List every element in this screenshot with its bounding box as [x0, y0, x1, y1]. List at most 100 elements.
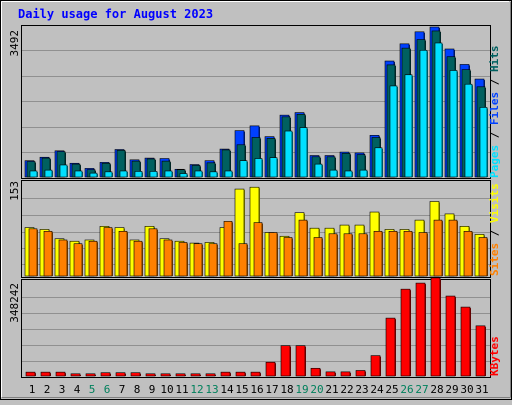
- x-tick-label-24: 24: [370, 383, 384, 396]
- bar-pages-day-12: [194, 170, 203, 178]
- bar-sites-day-23: [358, 233, 368, 277]
- panel-3-ymax-label: 348242: [8, 283, 21, 323]
- x-tick-label-4: 4: [74, 383, 81, 396]
- bar-kbytes-day-22: [340, 371, 351, 377]
- bar-kbytes-day-5: [85, 373, 96, 377]
- legend-sep-1: /: [488, 131, 501, 138]
- bar-sites-day-9: [148, 228, 158, 277]
- x-tick-label-26: 26: [400, 383, 413, 396]
- bar-sites-day-16: [253, 222, 263, 277]
- bar-sites-day-25: [388, 230, 398, 277]
- x-tick-label-19: 19: [295, 383, 308, 396]
- bar-sites-day-4: [73, 243, 83, 277]
- bar-sites-day-28: [433, 219, 443, 277]
- bar-pages-day-16: [254, 158, 263, 178]
- bar-pages-day-27: [419, 49, 428, 178]
- bar-kbytes-day-7: [115, 372, 126, 377]
- bar-sites-day-21: [328, 233, 338, 277]
- bar-sites-day-1: [28, 228, 38, 277]
- bar-pages-day-24: [374, 147, 383, 178]
- x-tick-label-6: 6: [104, 383, 111, 396]
- bar-sites-day-15: [238, 243, 248, 277]
- bar-kbytes-day-8: [130, 372, 141, 377]
- x-tick-labels: 1 2 3 4 5 6 7 8 9 10 11 12 13 14 15 16 17 18 19 20 21 22 23 24 2…: [29, 383, 489, 396]
- bar-kbytes-day-2: [40, 371, 51, 377]
- bar-pages-day-22: [344, 170, 353, 178]
- bar-sites-day-24: [373, 230, 383, 277]
- bar-pages-day-30: [464, 83, 473, 178]
- bar-sites-day-29: [448, 219, 458, 277]
- bar-kbytes-day-15: [235, 371, 246, 377]
- bar-kbytes-day-28: [430, 277, 441, 377]
- bar-pages-day-31: [479, 107, 488, 178]
- x-tick-label-15: 15: [235, 383, 248, 396]
- bar-pages-day-5: [89, 172, 98, 178]
- bar-pages-day-23: [359, 169, 368, 178]
- bar-kbytes-day-21: [325, 371, 336, 377]
- bar-kbytes-day-13: [205, 373, 216, 377]
- bar-kbytes-day-30: [460, 306, 471, 377]
- legend-sites: Sites: [488, 243, 501, 276]
- x-tick-label-3: 3: [59, 383, 66, 396]
- bar-pages-day-26: [404, 74, 413, 178]
- bar-kbytes-day-1: [25, 371, 36, 377]
- bar-kbytes-day-18: [280, 345, 291, 377]
- bar-kbytes-day-6: [100, 372, 111, 377]
- legend-panel-2: Sites / Visits: [488, 183, 501, 276]
- legend-kbytes: KBytes: [488, 336, 501, 376]
- x-tick-label-23: 23: [355, 383, 368, 396]
- bar-sites-day-14: [223, 221, 233, 277]
- bar-kbytes-day-19: [295, 345, 306, 377]
- x-tick-label-13: 13: [205, 383, 218, 396]
- x-tick-label-27: 27: [415, 383, 428, 396]
- x-tick-label-25: 25: [385, 383, 398, 396]
- bar-pages-day-21: [329, 169, 338, 178]
- x-tick-label-9: 9: [149, 383, 156, 396]
- x-tick-label-21: 21: [325, 383, 338, 396]
- bar-sites-day-30: [463, 230, 473, 277]
- bar-sites-day-27: [418, 232, 428, 277]
- bar-kbytes-day-9: [145, 373, 156, 377]
- bar-pages-day-19: [299, 127, 308, 178]
- bar-sites-day-5: [88, 240, 98, 277]
- bar-sites-day-6: [103, 227, 113, 277]
- bar-pages-day-8: [134, 171, 143, 178]
- legend-visits: Visits: [488, 183, 501, 223]
- chart-title: Daily usage for August 2023: [18, 7, 213, 21]
- bar-sites-day-7: [118, 230, 128, 277]
- legend-files: Files: [488, 92, 501, 125]
- bar-pages-day-28: [434, 42, 443, 178]
- bar-pages-day-3: [59, 164, 68, 178]
- bar-kbytes-day-10: [160, 373, 171, 377]
- bar-kbytes-day-4: [70, 373, 81, 377]
- panel-1-ymax-label: 3492: [8, 30, 21, 57]
- x-tick-label-7: 7: [119, 383, 126, 396]
- x-tick-label-29: 29: [445, 383, 458, 396]
- bar-sites-day-8: [133, 240, 143, 277]
- bar-pages-day-1: [29, 170, 38, 178]
- x-tick-label-18: 18: [280, 383, 293, 396]
- legend-panel-3: KBytes: [488, 336, 501, 376]
- x-tick-label-10: 10: [160, 383, 173, 396]
- x-tick-label-30: 30: [460, 383, 473, 396]
- bar-pages-day-14: [224, 170, 233, 178]
- bar-sites-day-20: [313, 237, 323, 277]
- bar-sites-day-26: [403, 230, 413, 277]
- bar-sites-day-2: [43, 230, 53, 277]
- bar-sites-day-3: [58, 239, 68, 277]
- x-tick-label-1: 1: [29, 383, 36, 396]
- x-tick-label-12: 12: [190, 383, 203, 396]
- bar-pages-day-9: [149, 171, 158, 178]
- legend-pages: Pages: [488, 145, 501, 178]
- x-tick-label-11: 11: [175, 383, 188, 396]
- bar-sites-day-19: [298, 219, 308, 277]
- bar-pages-day-2: [44, 169, 53, 178]
- bar-kbytes-day-26: [400, 288, 411, 377]
- bar-pages-day-11: [179, 173, 188, 178]
- bar-sites-day-17: [268, 232, 278, 277]
- x-tick-label-20: 20: [310, 383, 323, 396]
- bar-sites-day-13: [208, 243, 218, 277]
- x-tick-label-8: 8: [134, 383, 141, 396]
